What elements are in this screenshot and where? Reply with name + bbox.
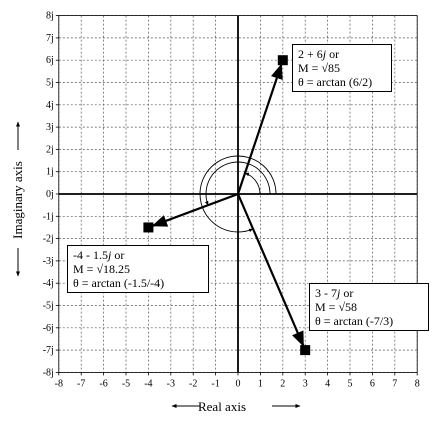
y-tick-label: -1j [43, 211, 54, 222]
y-tick-label: 4j [46, 100, 54, 111]
y-tick-label: 5j [46, 78, 54, 89]
x-tick-label: -1 [211, 378, 219, 389]
vector-2-label: -4 - 1.5j or M = √18.25 θ = arctan (-1.5… [67, 245, 209, 293]
vector-1-j: j [322, 47, 327, 61]
y-tick-label: 8j [46, 11, 54, 22]
y-tick-label: -8j [43, 367, 54, 378]
vector-1-magnitude: M = √85 [298, 61, 341, 75]
vector-endpoint [143, 222, 154, 233]
tick-labels: -8 -7 -6 -5 -4 -3 -2 -1 0 1 2 3 4 5 6 7 8 8j 7j 6j 5j 4j 3j 2j 1… [43, 11, 420, 390]
vector-2-rect-pre: -4 - 1.5 [73, 248, 108, 262]
y-tick-label: 6j [46, 55, 54, 66]
vector-1-label: 2 + 6j or M = √85 θ = arctan (6/2) [292, 44, 392, 92]
y-tick-label: -2j [43, 234, 54, 245]
vector-arrow [236, 193, 305, 347]
x-tick-label: 2 [280, 378, 285, 389]
x-tick-label: -3 [167, 378, 175, 389]
angle-arcs [199, 155, 277, 233]
vector-2-j: j [108, 248, 112, 262]
vector-arrow [236, 63, 283, 195]
vector-1-rect-post: or [326, 47, 340, 61]
x-tick-label: 5 [348, 378, 353, 389]
imaginary-axis-label: Imaginary axis [10, 161, 25, 239]
vector-3-magnitude: M = √58 [315, 300, 358, 314]
vector-3-j: j [337, 286, 341, 300]
vector-3-rect-post: or [340, 286, 354, 300]
y-tick-label: 0j [46, 189, 54, 200]
vectors [143, 55, 311, 356]
x-tick-label: -5 [122, 378, 130, 389]
vector-endpoint [277, 55, 288, 66]
y-tick-label: -7j [43, 345, 54, 356]
vector-2-angle: θ = arctan (-1.5/-4) [73, 276, 165, 290]
vector-1-angle: θ = arctan (6/2) [298, 75, 373, 89]
y-tick-label: -5j [43, 301, 54, 312]
angle-arc [199, 155, 277, 233]
x-tick-label: 3 [303, 378, 308, 389]
x-tick-label: 6 [370, 378, 375, 389]
y-tick-label: 1j [46, 167, 54, 178]
x-tick-label: 4 [325, 378, 330, 389]
vector-2-rect-post: or [111, 248, 125, 262]
y-tick-label: -3j [43, 256, 54, 267]
y-tick-label: 2j [46, 144, 54, 155]
y-tick-label: 3j [46, 122, 54, 133]
vector-arrow [151, 192, 239, 227]
x-tick-label: -2 [189, 378, 197, 389]
x-tick-label: 7 [392, 378, 397, 389]
vector-3-label: 3 - 7j or M = √58 θ = arctan (-7/3) [309, 283, 429, 331]
axis-labels: Real axis Imaginary axis [10, 121, 301, 414]
x-tick-label: -8 [55, 378, 63, 389]
y-tick-label: 7j [46, 33, 54, 44]
vector-3-angle: θ = arctan (-7/3) [315, 314, 394, 328]
real-axis-label: Real axis [198, 399, 246, 414]
x-tick-label: 1 [258, 378, 263, 389]
angle-arc [244, 172, 261, 195]
x-tick-label: 8 [415, 378, 420, 389]
x-tick-label: -4 [144, 378, 152, 389]
vector-endpoint [300, 345, 311, 356]
vector-3-rect-pre: 3 - 7 [315, 286, 337, 300]
x-tick-label: -7 [77, 378, 85, 389]
angle-arc [204, 161, 271, 206]
y-tick-label: -6j [43, 323, 54, 334]
vector-2-magnitude: M = √18.25 [73, 262, 131, 276]
y-tick-label: -4j [43, 278, 54, 289]
x-tick-label: -6 [99, 378, 107, 389]
x-tick-label: 0 [236, 378, 241, 389]
vector-1-rect-pre: 2 + 6 [298, 47, 323, 61]
